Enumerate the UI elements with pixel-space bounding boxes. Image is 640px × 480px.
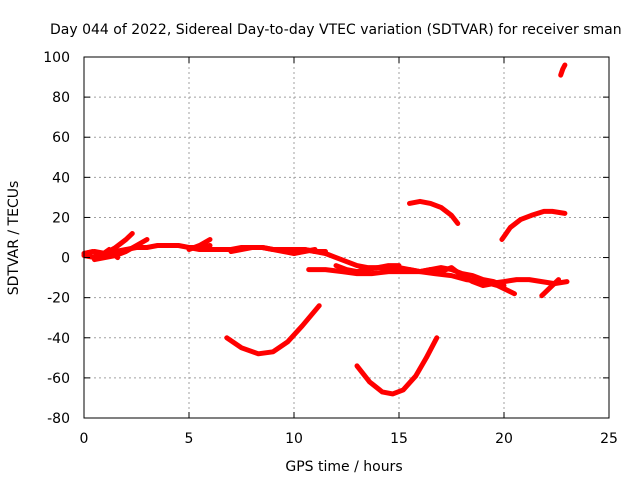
y-tick-label: 0: [61, 251, 70, 267]
x-tick-label: 20: [495, 431, 513, 447]
series-arc-19: [558, 62, 568, 78]
series-arc-11: [333, 263, 402, 275]
series-arc-6: [186, 237, 213, 252]
y-tick-label: -20: [47, 291, 70, 307]
y-tick-label: -40: [47, 331, 70, 347]
x-tick-label: 15: [390, 431, 408, 447]
plot-frame: [83, 56, 610, 419]
y-tick-label: -80: [47, 411, 70, 427]
chart-title: Day 044 of 2022, Sidereal Day-to-day VTE…: [50, 22, 622, 38]
x-tick-label: 0: [80, 431, 89, 447]
tick-layer: 0 5 10 15 20 25 -80 -60 -40 -20 0 20 40 60 80 100: [43, 50, 618, 447]
series-arc-8: [224, 303, 322, 357]
y-tick-label: 60: [52, 130, 70, 146]
x-tick-label: 25: [600, 431, 618, 447]
series-arc-4: [81, 247, 121, 261]
series-layer: [81, 62, 570, 397]
y-tick-label: 20: [52, 210, 70, 226]
series-arc-17: [499, 208, 568, 242]
series-arc-14: [428, 265, 496, 289]
y-tick-label: 100: [43, 50, 70, 66]
series-arc-15: [407, 198, 461, 226]
y-tick-label: 40: [52, 170, 70, 186]
x-tick-label: 10: [285, 431, 303, 447]
series-arc-12: [354, 335, 440, 397]
series-arc-18: [539, 277, 562, 299]
y-tick-label: -60: [47, 371, 70, 387]
series-arc-3: [92, 237, 150, 263]
x-tick-label: 5: [185, 431, 194, 447]
y-axis-label: SDTVAR / TECUs: [6, 181, 22, 296]
y-tick-label: 80: [52, 90, 70, 106]
grid-layer: [84, 57, 609, 418]
x-axis-label: GPS time / hours: [285, 459, 402, 475]
